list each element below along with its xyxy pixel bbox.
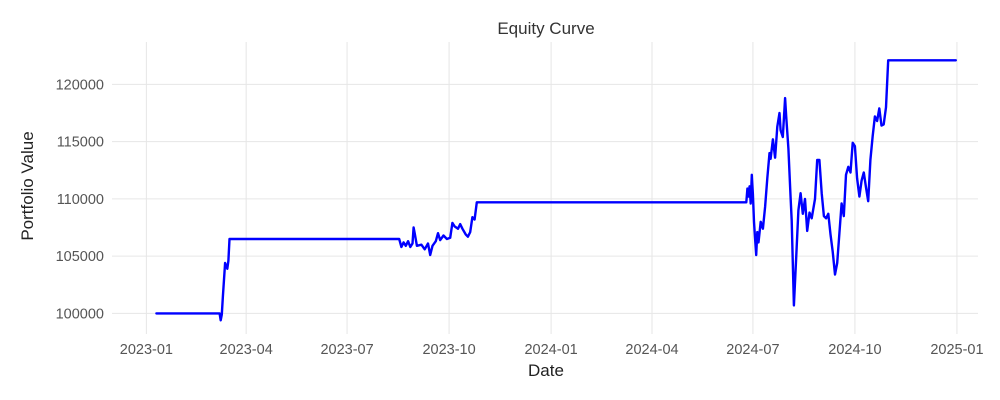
equity-line (155, 59, 957, 322)
y-tick-label: 105000 (56, 249, 104, 265)
y-tick-label: 120000 (56, 77, 104, 93)
x-tick-label: 2023-10 (422, 342, 475, 358)
x-tick-labels: 2023-01 2023-04 2023-07 2023-10 2024-01 2024-… (120, 342, 984, 358)
x-gridlines (145, 42, 958, 334)
x-tick-label: 2025-01 (930, 342, 983, 358)
x-tick-label: 2024-04 (625, 342, 678, 358)
y-tick-label: 100000 (56, 306, 104, 322)
x-tick-label: 2024-07 (726, 342, 779, 358)
x-tick-label: 2024-10 (828, 342, 881, 358)
x-axis-label: Date (528, 361, 564, 380)
x-tick-label: 2024-01 (524, 342, 577, 358)
y-axis-label: Portfolio Value (18, 131, 37, 240)
x-tick-label: 2023-04 (220, 342, 273, 358)
series-layer (155, 59, 957, 322)
x-tick-label: 2023-01 (120, 342, 173, 358)
y-tick-labels: 100000 105000 110000 115000 120000 (56, 77, 104, 322)
y-tick-label: 115000 (57, 135, 104, 151)
x-tick-label: 2023-07 (320, 342, 373, 358)
y-tick-label: 110000 (57, 192, 104, 208)
chart-title: Equity Curve (497, 19, 594, 38)
y-gridlines (112, 83, 978, 314)
